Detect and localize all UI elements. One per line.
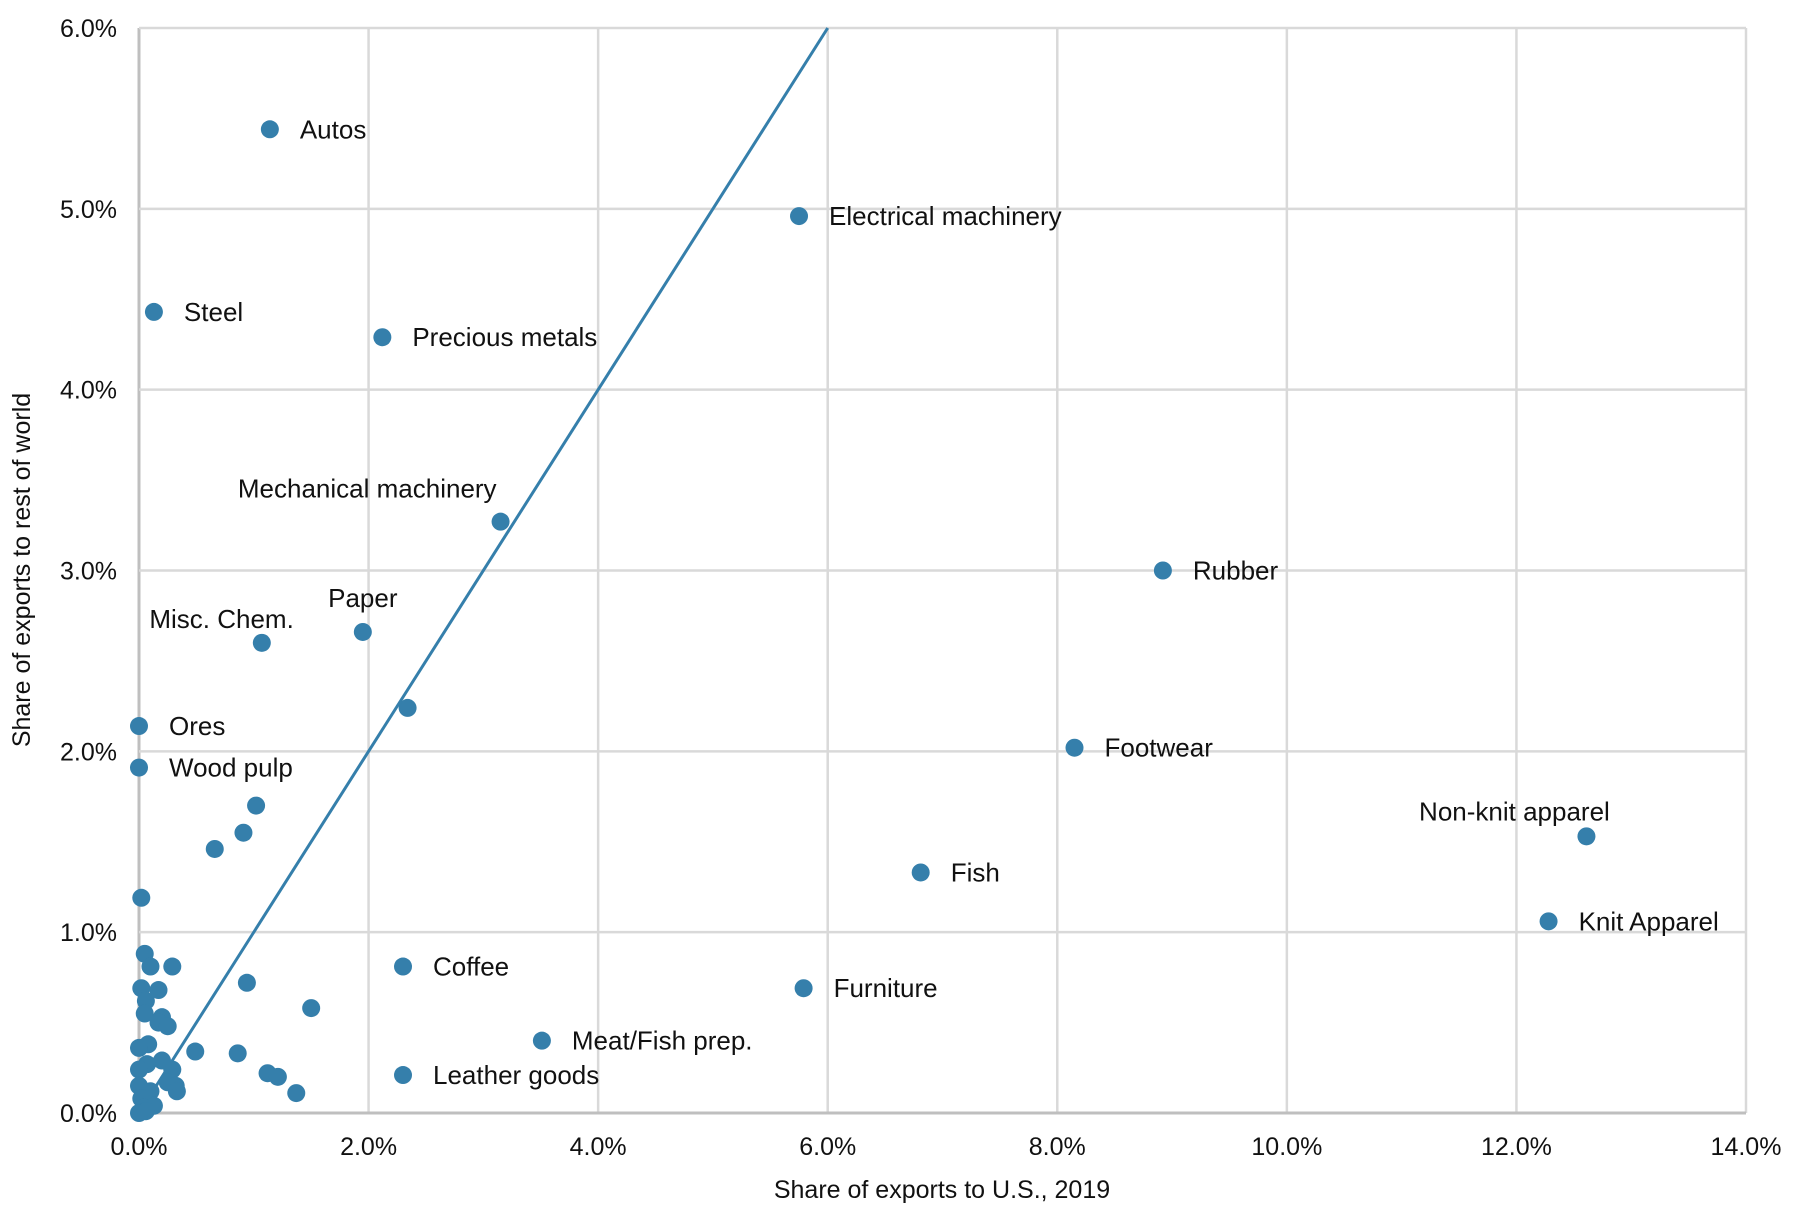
data-point xyxy=(790,207,809,226)
data-point xyxy=(205,839,224,858)
data-point xyxy=(136,1102,155,1121)
point-label: Steel xyxy=(184,297,243,327)
x-tick-label: 2.0% xyxy=(340,1133,397,1161)
data-point xyxy=(398,698,417,717)
data-point xyxy=(532,1031,551,1050)
data-point xyxy=(130,1038,148,1057)
point-label: Mechanical machinery xyxy=(238,474,497,504)
point-label: Footwear xyxy=(1105,733,1214,763)
data-point xyxy=(149,981,168,1000)
tick-labels: 0.0% 2.0% 4.0% 6.0% 8.0% 10.0% 12.0% 14.0% 0.0% 1… xyxy=(60,15,1781,1161)
point-label: Coffee xyxy=(433,952,509,982)
point-label: Ores xyxy=(169,711,225,741)
point-label: Misc. Chem. xyxy=(149,604,293,634)
point-labels: Autos Electrical machinery Steel Precious m… xyxy=(149,114,1718,1090)
data-point xyxy=(373,328,392,347)
y-tick-label: 1.0% xyxy=(60,919,117,947)
x-tick-label: 4.0% xyxy=(570,1133,627,1161)
x-tick-label: 0.0% xyxy=(111,1133,168,1161)
x-tick-label: 6.0% xyxy=(799,1133,856,1161)
y-tick-label: 6.0% xyxy=(60,15,117,43)
point-label: Fish xyxy=(951,857,1000,887)
data-point xyxy=(260,120,279,139)
data-point xyxy=(268,1067,287,1086)
data-point xyxy=(353,622,372,641)
y-axis-title: Share of exports to rest of world xyxy=(8,393,36,747)
data-point xyxy=(144,302,163,321)
data-point xyxy=(302,999,321,1018)
point-label: Autos xyxy=(300,114,367,144)
data-point xyxy=(1153,561,1172,580)
data-point xyxy=(228,1044,247,1063)
data-points xyxy=(130,120,1596,1122)
x-tick-label: 10.0% xyxy=(1251,1133,1322,1161)
data-point xyxy=(163,957,182,976)
data-point xyxy=(394,957,413,976)
data-point xyxy=(130,1060,148,1079)
point-label: Non-knit apparel xyxy=(1419,796,1610,826)
x-tick-label: 14.0% xyxy=(1711,1133,1782,1161)
data-point xyxy=(247,796,266,815)
data-point xyxy=(1577,827,1596,846)
y-tick-label: 2.0% xyxy=(60,738,117,766)
point-label: Meat/Fish prep. xyxy=(572,1026,753,1056)
y-tick-label: 0.0% xyxy=(60,1100,117,1128)
gridlines xyxy=(137,26,1748,1115)
point-label: Knit Apparel xyxy=(1579,906,1719,936)
point-label: Electrical machinery xyxy=(829,201,1062,231)
x-tick-label: 12.0% xyxy=(1481,1133,1552,1161)
data-point xyxy=(1065,738,1084,757)
data-point xyxy=(234,823,253,842)
point-label: Leather goods xyxy=(433,1060,599,1090)
data-point xyxy=(491,512,510,531)
data-point xyxy=(394,1066,413,1085)
data-point xyxy=(794,979,813,998)
data-point xyxy=(911,863,930,882)
data-point xyxy=(130,758,148,777)
data-point xyxy=(287,1084,306,1103)
point-label: Rubber xyxy=(1193,556,1279,586)
point-label: Paper xyxy=(328,583,398,613)
point-label: Precious metals xyxy=(412,322,597,352)
x-tick-label: 8.0% xyxy=(1029,1133,1086,1161)
data-point xyxy=(141,957,160,976)
data-point xyxy=(158,1017,177,1036)
y-tick-label: 5.0% xyxy=(60,196,117,224)
data-point xyxy=(130,717,148,736)
data-point xyxy=(1539,912,1558,931)
data-point xyxy=(186,1042,205,1061)
data-point xyxy=(135,1004,154,1023)
y-tick-label: 4.0% xyxy=(60,377,117,405)
x-axis-title: Share of exports to U.S., 2019 xyxy=(774,1176,1110,1204)
data-point xyxy=(132,888,151,907)
data-point xyxy=(167,1082,186,1101)
data-point xyxy=(252,633,271,652)
reference-line xyxy=(137,27,829,1114)
point-label: Furniture xyxy=(834,973,938,1003)
y-tick-label: 3.0% xyxy=(60,558,117,586)
reference-line-group xyxy=(137,27,829,1114)
data-point xyxy=(237,973,256,992)
point-label: Wood pulp xyxy=(169,753,293,783)
